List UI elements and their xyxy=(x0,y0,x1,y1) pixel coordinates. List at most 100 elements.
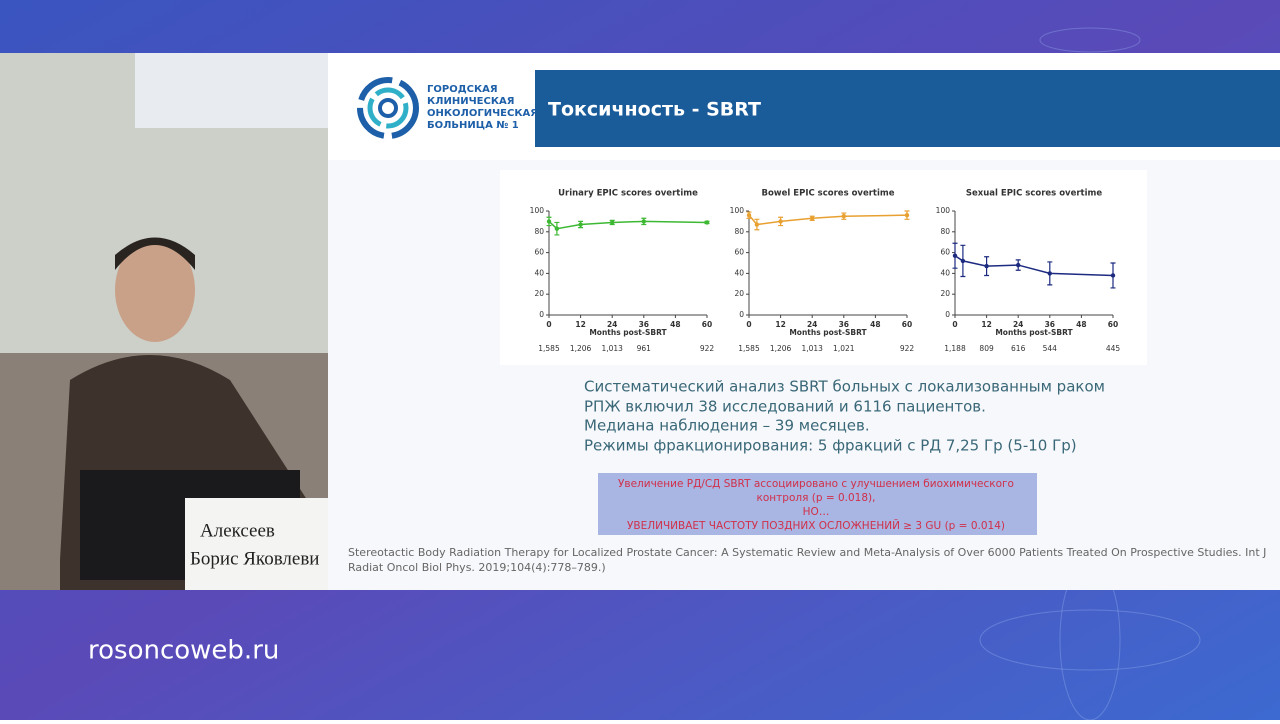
point xyxy=(1016,262,1021,268)
x-tick-label: 48 xyxy=(1076,320,1086,329)
chart-title: Bowel EPIC scores overtime xyxy=(761,189,894,199)
point xyxy=(810,216,815,221)
at-risk-label: 1,013 xyxy=(601,344,623,353)
speaker-head xyxy=(115,238,195,342)
at-risk-label: 1,585 xyxy=(738,344,760,353)
logo-text: ОНКОЛОГИЧЕСКАЯ xyxy=(427,108,538,119)
logo-text: БОЛЬНИЦА № 1 xyxy=(427,120,519,131)
y-tick-label: 0 xyxy=(539,310,544,319)
at-risk-label: 922 xyxy=(700,344,715,353)
y-tick-label: 100 xyxy=(936,206,951,215)
y-tick-label: 60 xyxy=(534,248,544,257)
y-tick-label: 40 xyxy=(534,268,544,277)
point xyxy=(754,222,760,227)
x-tick-label: 12 xyxy=(575,320,585,329)
box-line: Увеличение РД/СД SBRT ассоциировано с ул… xyxy=(618,478,1014,490)
site-name: rosoncoweb.ru xyxy=(88,636,279,666)
x-tick-label: 24 xyxy=(807,320,817,329)
y-tick-label: 60 xyxy=(940,248,950,257)
at-risk-label: 809 xyxy=(979,344,994,353)
point xyxy=(904,212,910,218)
point xyxy=(746,212,752,218)
y-tick-label: 20 xyxy=(734,289,744,298)
point xyxy=(960,258,966,264)
point xyxy=(1047,271,1053,276)
box-line: контроля (p = 0.018), xyxy=(757,492,876,504)
logo xyxy=(357,77,419,139)
body-line: Систематический анализ SBRT больных с ло… xyxy=(584,378,1105,396)
body-line: Медиана наблюдения – 39 месяцев. xyxy=(584,417,870,435)
x-tick-label: 60 xyxy=(1108,320,1118,329)
x-tick-label: 12 xyxy=(775,320,785,329)
x-tick-label: 24 xyxy=(607,320,617,329)
point xyxy=(578,222,583,227)
reference: Radiat Oncol Biol Phys. 2019;104(4):778–… xyxy=(348,561,606,574)
box-line: УВЕЛИЧИВАЕТ ЧАСТОТУ ПОЗДНИХ ОСЛОЖНЕНИЙ ≥… xyxy=(627,519,1005,532)
at-risk-label: 544 xyxy=(1043,344,1058,353)
at-risk-label: 1,013 xyxy=(801,344,823,353)
slide-title: Токсичность - SBRT xyxy=(548,99,761,121)
body-line: Режимы фракционирования: 5 фракций с РД … xyxy=(584,437,1077,455)
point xyxy=(704,220,710,225)
reference: Stereotactic Body Radiation Therapy for … xyxy=(348,546,1266,559)
y-tick-label: 100 xyxy=(530,206,545,215)
y-tick-label: 20 xyxy=(940,289,950,298)
speaker-hair xyxy=(115,237,195,270)
at-risk-label: 1,206 xyxy=(570,344,592,353)
chart-title: Urinary EPIC scores overtime xyxy=(558,189,698,199)
point xyxy=(546,219,552,224)
at-risk-label: 922 xyxy=(900,344,915,353)
point xyxy=(1110,273,1116,278)
y-tick-label: 20 xyxy=(534,289,544,298)
x-tick-label: 24 xyxy=(1013,320,1023,329)
y-tick-label: 100 xyxy=(730,206,745,215)
y-tick-label: 80 xyxy=(534,227,544,236)
highlight-box xyxy=(598,473,1037,535)
x-tick-label: 60 xyxy=(702,320,712,329)
point xyxy=(554,226,560,231)
box-line: НО… xyxy=(803,506,830,518)
speaker-name: Борис Яковлеви xyxy=(190,548,319,569)
at-risk-label: 1,585 xyxy=(538,344,560,353)
x-axis-label: Months post-SBRT xyxy=(995,328,1073,337)
x-tick-label: 36 xyxy=(639,320,649,329)
body-text: Систематический анализ SBRT больных с ло… xyxy=(584,378,1105,455)
at-risk-label: 1,206 xyxy=(770,344,792,353)
screen xyxy=(135,53,328,128)
charts: Urinary EPIC scores overtime 0 20 40 60 80 100… xyxy=(530,189,1121,354)
at-risk-label: 961 xyxy=(637,344,652,353)
x-tick-label: 48 xyxy=(870,320,880,329)
logo-text: КЛИНИЧЕСКАЯ xyxy=(427,96,514,107)
y-tick-label: 60 xyxy=(734,248,744,257)
x-tick-label: 0 xyxy=(746,320,751,329)
y-tick-label: 0 xyxy=(945,310,950,319)
y-tick-label: 80 xyxy=(734,227,744,236)
y-tick-label: 0 xyxy=(739,310,744,319)
x-tick-label: 12 xyxy=(981,320,991,329)
y-tick-label: 40 xyxy=(734,268,744,277)
title-bar xyxy=(535,70,1280,147)
body-line: РПЖ включил 38 исследований и 6116 пацие… xyxy=(584,398,986,416)
point xyxy=(952,253,958,258)
x-tick-label: 60 xyxy=(902,320,912,329)
y-tick-label: 80 xyxy=(940,227,950,236)
y-tick-label: 40 xyxy=(940,268,950,277)
x-axis-label: Months post-SBRT xyxy=(589,328,667,337)
x-tick-label: 36 xyxy=(1045,320,1055,329)
point xyxy=(841,214,846,219)
speaker-name: Алексеев xyxy=(200,520,275,541)
point xyxy=(984,263,989,269)
at-risk-label: 1,188 xyxy=(944,344,966,353)
chart-title: Sexual EPIC scores overtime xyxy=(966,189,1103,199)
point xyxy=(778,219,783,224)
at-risk-label: 1,021 xyxy=(833,344,855,353)
x-tick-label: 48 xyxy=(670,320,680,329)
chart-panel xyxy=(500,170,1147,365)
at-risk-label: 445 xyxy=(1106,344,1121,353)
nameplate xyxy=(185,498,328,590)
point xyxy=(610,220,615,225)
box-text: Увеличение РД/СД SBRT ассоциировано с ул… xyxy=(618,478,1014,532)
x-tick-label: 0 xyxy=(546,320,551,329)
x-axis-label: Months post-SBRT xyxy=(789,328,867,337)
x-tick-label: 0 xyxy=(952,320,957,329)
